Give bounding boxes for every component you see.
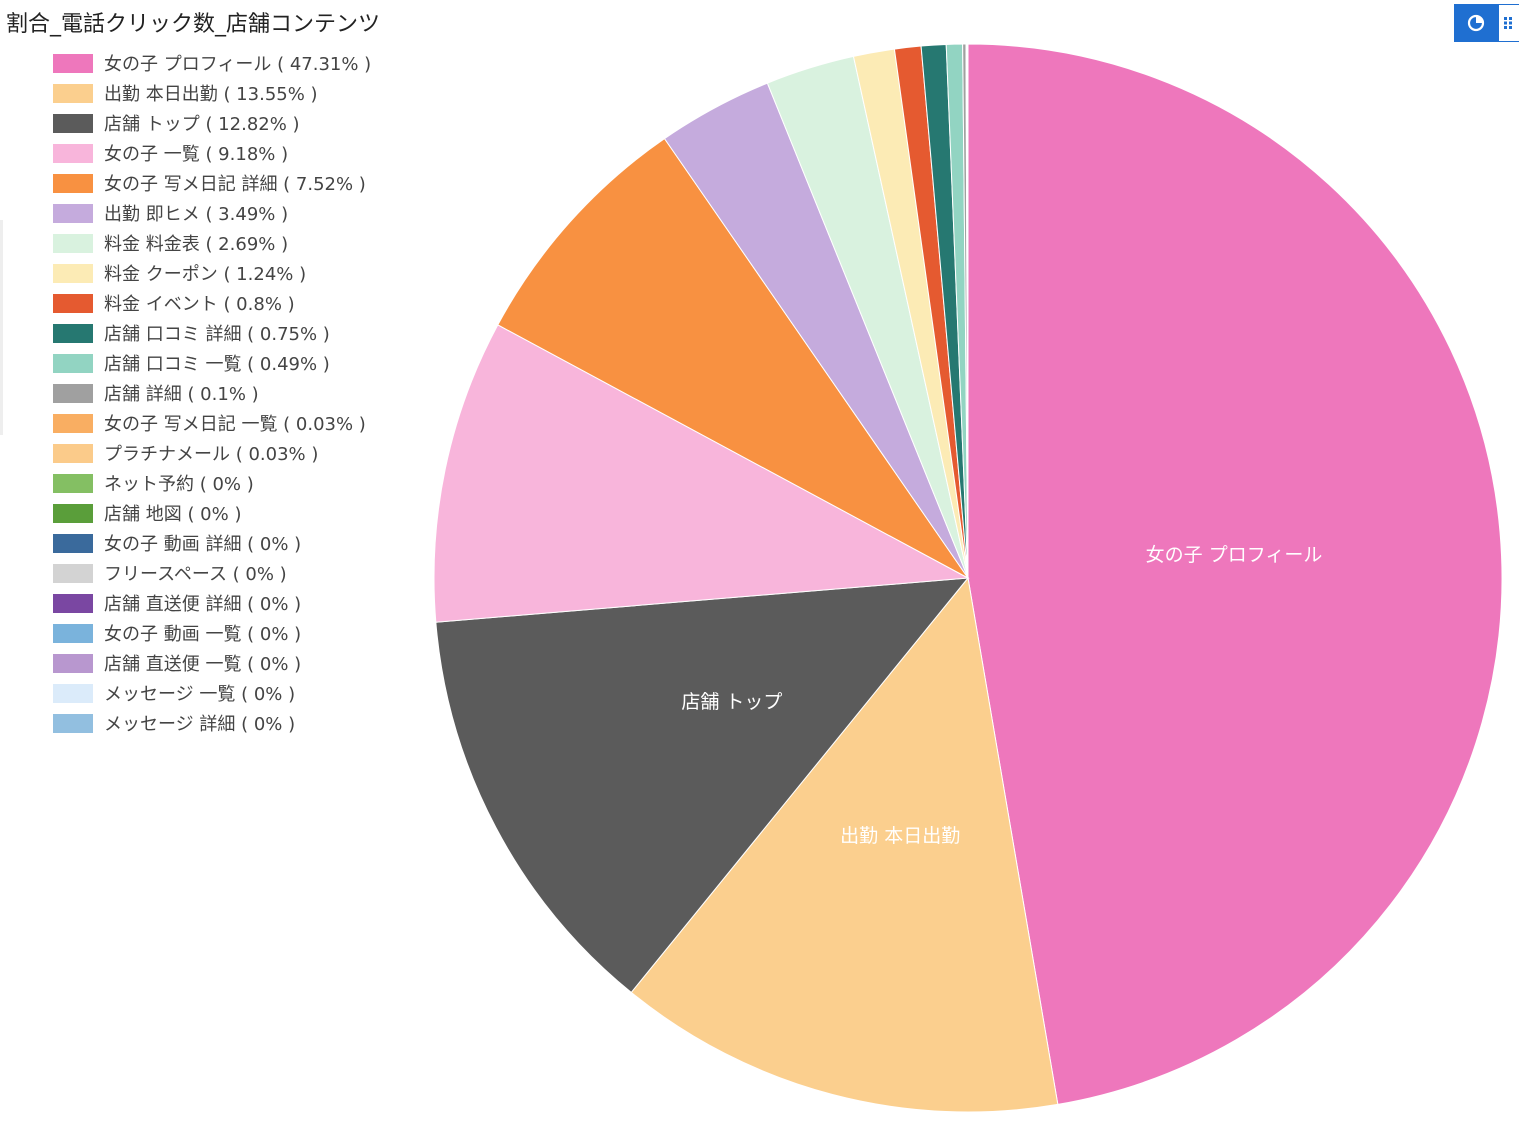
slice-label: 店舗 トップ — [681, 691, 782, 713]
legend-item[interactable]: メッセージ 詳細 ( 0% ) — [53, 708, 371, 738]
legend-item[interactable]: 料金 クーポン ( 1.24% ) — [53, 258, 371, 288]
legend-item[interactable]: 店舗 直送便 詳細 ( 0% ) — [53, 588, 371, 618]
legend-swatch — [53, 713, 93, 733]
legend-label: 店舗 詳細 ( 0.1% ) — [104, 384, 259, 405]
legend-swatch — [53, 83, 93, 103]
legend-label: 女の子 一覧 ( 9.18% ) — [104, 144, 289, 165]
legend-label: 出勤 本日出勤 ( 13.55% ) — [104, 84, 318, 105]
legend-item[interactable]: 料金 料金表 ( 2.69% ) — [53, 228, 371, 258]
legend-label: 店舗 口コミ 詳細 ( 0.75% ) — [104, 324, 330, 345]
legend-item[interactable]: 女の子 写メ日記 一覧 ( 0.03% ) — [53, 408, 371, 438]
legend-item[interactable]: 女の子 プロフィール ( 47.31% ) — [53, 48, 371, 78]
legend-item[interactable]: 店舗 口コミ 詳細 ( 0.75% ) — [53, 318, 371, 348]
legend-label: 店舗 口コミ 一覧 ( 0.49% ) — [104, 354, 330, 375]
legend-label: プラチナメール ( 0.03% ) — [104, 444, 319, 465]
legend-swatch — [53, 263, 93, 283]
legend-label: 女の子 動画 一覧 ( 0% ) — [104, 624, 302, 645]
legend-swatch — [53, 143, 93, 163]
legend-swatch — [53, 653, 93, 673]
legend-swatch — [53, 203, 93, 223]
legend-swatch — [53, 593, 93, 613]
legend-label: 出勤 即ヒメ ( 3.49% ) — [104, 204, 289, 225]
legend-label: 料金 料金表 ( 2.69% ) — [104, 234, 289, 255]
pie-slice[interactable] — [966, 43, 969, 579]
pie-slice[interactable] — [435, 577, 970, 994]
grid-icon — [1504, 17, 1512, 29]
legend-item[interactable]: 女の子 動画 詳細 ( 0% ) — [53, 528, 371, 558]
pie-chart-icon — [1467, 14, 1485, 32]
legend-item[interactable]: 料金 イベント ( 0.8% ) — [53, 288, 371, 318]
legend-swatch — [53, 233, 93, 253]
legend-label: 女の子 動画 詳細 ( 0% ) — [104, 534, 302, 555]
chart-title: 割合_電話クリック数_店舗コンテンツ — [6, 12, 381, 37]
legend-label: 店舗 直送便 詳細 ( 0% ) — [104, 594, 302, 615]
pie-slice[interactable] — [630, 576, 1059, 1113]
legend-label: 店舗 トップ ( 12.82% ) — [104, 114, 300, 135]
legend-item[interactable]: 女の子 一覧 ( 9.18% ) — [53, 138, 371, 168]
slice-label: 女の子 プロフィール — [1146, 544, 1323, 566]
legend-swatch — [53, 443, 93, 463]
legend-label: 料金 イベント ( 0.8% ) — [104, 294, 295, 315]
legend-label: 女の子 プロフィール ( 47.31% ) — [104, 54, 372, 75]
legend-swatch — [53, 293, 93, 313]
legend-swatch — [53, 623, 93, 643]
view-toggle-group — [1454, 4, 1519, 42]
pie-slice[interactable] — [433, 324, 970, 623]
grid-view-button[interactable] — [1498, 4, 1519, 42]
legend-swatch — [53, 323, 93, 343]
legend-swatch — [53, 53, 93, 73]
legend: 女の子 プロフィール ( 47.31% ) 出勤 本日出勤 ( 13.55% ) 店… — [53, 48, 371, 738]
legend-swatch — [53, 113, 93, 133]
legend-item[interactable]: 女の子 写メ日記 詳細 ( 7.52% ) — [53, 168, 371, 198]
legend-swatch — [53, 353, 93, 373]
legend-swatch — [53, 173, 93, 193]
legend-label: ネット予約 ( 0% ) — [104, 474, 254, 495]
legend-swatch — [53, 533, 93, 553]
legend-label: 女の子 写メ日記 一覧 ( 0.03% ) — [104, 414, 366, 435]
legend-item[interactable]: 女の子 動画 一覧 ( 0% ) — [53, 618, 371, 648]
legend-swatch — [53, 563, 93, 583]
legend-swatch — [53, 383, 93, 403]
legend-swatch — [53, 413, 93, 433]
legend-label: 店舗 地図 ( 0% ) — [104, 504, 242, 525]
pie-slice[interactable] — [497, 137, 969, 579]
legend-label: メッセージ 一覧 ( 0% ) — [104, 684, 296, 705]
pie-slice[interactable] — [967, 43, 1503, 1105]
legend-item[interactable]: メッセージ 一覧 ( 0% ) — [53, 678, 371, 708]
legend-item[interactable]: フリースペース ( 0% ) — [53, 558, 371, 588]
legend-item[interactable]: 店舗 トップ ( 12.82% ) — [53, 108, 371, 138]
legend-item[interactable]: 店舗 詳細 ( 0.1% ) — [53, 378, 371, 408]
legend-swatch — [53, 473, 93, 493]
legend-label: フリースペース ( 0% ) — [104, 564, 287, 585]
legend-label: メッセージ 詳細 ( 0% ) — [104, 714, 296, 735]
legend-item[interactable]: ネット予約 ( 0% ) — [53, 468, 371, 498]
left-edge-divider — [0, 220, 3, 435]
legend-label: 店舗 直送便 一覧 ( 0% ) — [104, 654, 302, 675]
pie-view-button[interactable] — [1454, 4, 1498, 42]
legend-label: 料金 クーポン ( 1.24% ) — [104, 264, 307, 285]
legend-item[interactable]: プラチナメール ( 0.03% ) — [53, 438, 371, 468]
legend-item[interactable]: 店舗 直送便 一覧 ( 0% ) — [53, 648, 371, 678]
legend-swatch — [53, 683, 93, 703]
legend-label: 女の子 写メ日記 詳細 ( 7.52% ) — [104, 174, 366, 195]
legend-item[interactable]: 出勤 即ヒメ ( 3.49% ) — [53, 198, 371, 228]
legend-swatch — [53, 503, 93, 523]
slice-label: 出勤 本日出勤 — [840, 825, 960, 847]
legend-item[interactable]: 店舗 地図 ( 0% ) — [53, 498, 371, 528]
legend-item[interactable]: 店舗 口コミ 一覧 ( 0.49% ) — [53, 348, 371, 378]
legend-item[interactable]: 出勤 本日出勤 ( 13.55% ) — [53, 78, 371, 108]
